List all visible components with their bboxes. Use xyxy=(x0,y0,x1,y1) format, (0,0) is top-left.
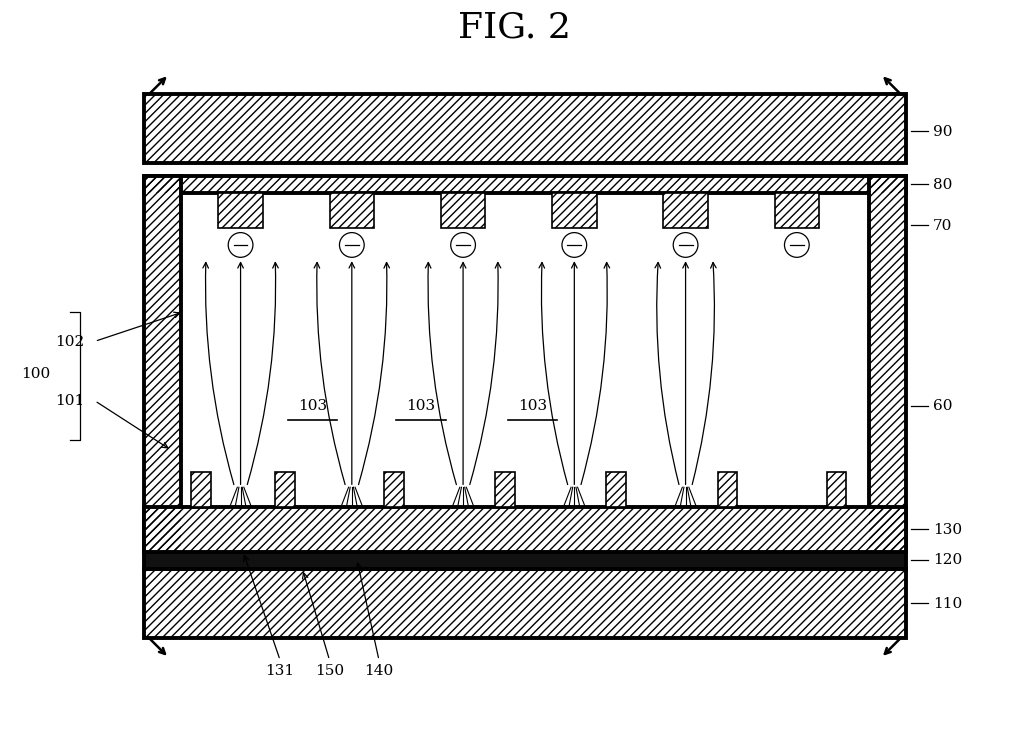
Text: 110: 110 xyxy=(933,596,962,611)
Bar xyxy=(191,472,211,507)
Text: 101: 101 xyxy=(56,394,84,408)
Bar xyxy=(495,472,514,507)
Bar xyxy=(775,194,819,228)
Bar xyxy=(144,176,181,552)
Text: 90: 90 xyxy=(933,125,952,139)
Bar xyxy=(144,569,906,638)
Bar xyxy=(144,95,906,164)
Bar xyxy=(775,194,819,228)
Text: 130: 130 xyxy=(933,523,962,536)
Text: 150: 150 xyxy=(315,663,344,677)
Bar xyxy=(218,194,262,228)
Bar xyxy=(144,569,906,638)
Bar xyxy=(384,472,403,507)
Text: 131: 131 xyxy=(265,663,294,677)
Bar xyxy=(144,507,906,552)
Bar xyxy=(606,472,627,507)
Bar xyxy=(826,472,846,507)
Bar xyxy=(495,472,514,507)
Bar xyxy=(553,194,597,228)
Bar xyxy=(275,472,295,507)
Bar xyxy=(144,176,906,194)
Bar xyxy=(144,176,906,194)
Text: 103: 103 xyxy=(297,399,327,413)
Bar xyxy=(826,472,846,507)
Bar xyxy=(144,507,906,552)
Bar xyxy=(275,472,295,507)
Bar xyxy=(664,194,708,228)
Bar xyxy=(717,472,738,507)
Text: 103: 103 xyxy=(406,399,435,413)
Bar xyxy=(868,176,906,552)
Text: 140: 140 xyxy=(364,663,394,677)
Bar xyxy=(664,194,708,228)
Bar xyxy=(144,176,181,552)
Bar xyxy=(218,194,262,228)
Bar xyxy=(144,95,906,164)
Bar xyxy=(329,194,375,228)
Text: 80: 80 xyxy=(933,177,952,192)
Bar xyxy=(717,472,738,507)
Bar xyxy=(384,472,403,507)
Text: 60: 60 xyxy=(933,399,952,413)
Bar xyxy=(440,194,486,228)
Text: 120: 120 xyxy=(933,553,962,567)
Text: FIG. 2: FIG. 2 xyxy=(458,11,571,45)
Bar xyxy=(329,194,375,228)
Text: 100: 100 xyxy=(21,366,50,381)
Bar xyxy=(606,472,627,507)
Text: 102: 102 xyxy=(56,335,84,348)
Bar xyxy=(440,194,486,228)
Text: 70: 70 xyxy=(933,219,952,233)
Bar xyxy=(868,176,906,552)
Bar xyxy=(191,472,211,507)
Bar xyxy=(553,194,597,228)
Text: 103: 103 xyxy=(518,399,546,413)
Bar xyxy=(144,552,906,569)
